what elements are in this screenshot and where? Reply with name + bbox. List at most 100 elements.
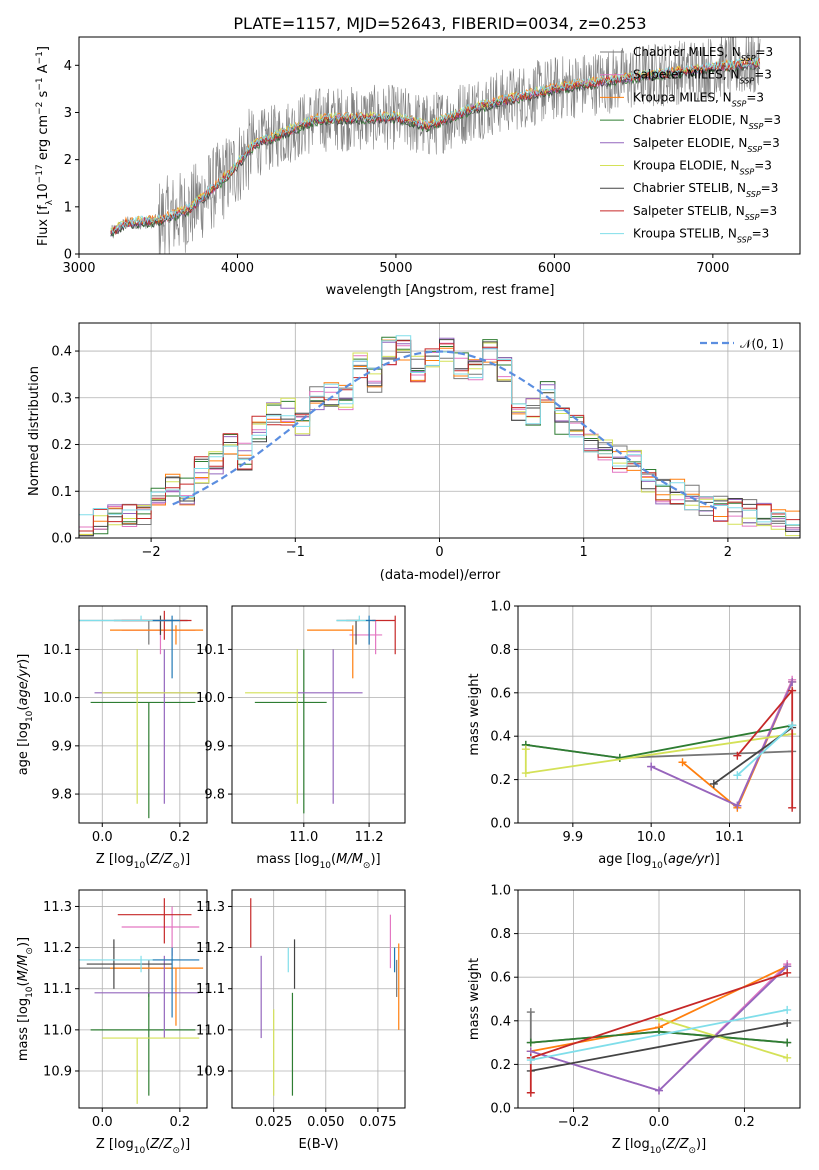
weight-age-marker [709, 779, 718, 788]
weight-z-ytick-label: 1.0 [490, 884, 511, 899]
weight-age-marker [733, 751, 742, 760]
spectrum-legend-label: Salpeter STELIB, NSSP=3 [633, 204, 777, 222]
residual-ytick-label: 0.2 [51, 438, 72, 453]
age-z-xtick-label: 0.2 [170, 830, 191, 845]
age-mass-xlabel: mass [log10(M/M⊙)] [256, 852, 380, 871]
spectrum-ytick-label: 0 [64, 248, 72, 263]
residual-hist-salpeter_stelib [79, 340, 800, 532]
weight-z-marker [526, 1038, 535, 1047]
mass-z-ytick-label: 11.0 [43, 1023, 72, 1038]
mass-z-frame [78, 889, 208, 1109]
spectrum-xtick-label: 6000 [538, 261, 571, 276]
age-mass-frame [231, 605, 406, 824]
mass-z-ytick-label: 11.1 [43, 982, 72, 997]
residual-hist-kroupa_elodie [79, 342, 800, 537]
weight-z-xtick-label: 0.2 [734, 1115, 755, 1130]
weight-age-ytick-label: 0.4 [490, 730, 511, 745]
mass-z-ylabel: mass [log10(M/M⊙)] [16, 937, 35, 1061]
weight-z-marker [526, 1088, 535, 1097]
age-z-ytick-label: 10.0 [43, 691, 72, 706]
weight-age-marker [678, 758, 687, 767]
plot-area [526, 960, 792, 1097]
mass-z-xtick-label: 0.2 [170, 1115, 191, 1130]
spectrum-xtick-label: 4000 [221, 261, 254, 276]
mass-ebv-xtick-label: 0.075 [359, 1115, 396, 1130]
age-z-xlabel: Z [log10(Z/Z⊙)] [96, 852, 190, 871]
mass-ebv-frame [231, 889, 406, 1109]
mass-ebv-xlabel: E(B-V) [298, 1137, 338, 1152]
spectrum-legend-label: Chabrier MILES, NSSP=3 [633, 45, 773, 63]
weight-z-ylabel: mass weight [467, 958, 482, 1040]
weight-age-marker [733, 771, 742, 780]
age-z-ylabel: age [log10(age/yr)] [16, 654, 35, 776]
spectrum-ytick-label: 1 [64, 200, 72, 215]
weight-z-frame [517, 889, 801, 1109]
mass-z-ytick-label: 10.9 [43, 1064, 72, 1079]
mass-ebv-ytick-label: 11.2 [196, 941, 225, 956]
plot-area [79, 610, 204, 819]
weight-z-xlabel: Z [log10(Z/Z⊙)] [612, 1137, 706, 1156]
residual-frame [78, 322, 801, 539]
mass-ebv-ytick-label: 11.1 [196, 982, 225, 997]
age-z-ytick-label: 9.9 [51, 739, 72, 754]
mass-ebv-ytick-label: 10.9 [196, 1064, 225, 1079]
spectrum-ytick-label: 3 [64, 106, 72, 121]
age-mass-ytick-label: 10.0 [196, 691, 225, 706]
spectrum-xlabel: wavelength [Angstrom, rest frame] [326, 283, 555, 298]
mass-z-ytick-label: 11.3 [43, 900, 72, 915]
weight-age-ytick-label: 0.2 [490, 773, 511, 788]
plot-area [79, 898, 204, 1104]
weight-age-marker [788, 686, 797, 695]
spectrum-legend-label: Salpeter ELODIE, NSSP=3 [633, 136, 780, 154]
weight-age-marker [647, 762, 656, 771]
age-mass-ytick-label: 10.1 [196, 643, 225, 658]
age-z-xtick-label: 0.0 [92, 830, 113, 845]
weight-z-marker [783, 1053, 792, 1062]
plot-area [245, 615, 396, 814]
spectrum-frame [78, 36, 801, 255]
weight-z-ytick-label: 0.6 [490, 971, 511, 986]
spectrum-model-kroupa_stelib [110, 57, 761, 234]
age-z-ytick-label: 9.8 [51, 788, 72, 803]
weight-z-marker [783, 1038, 792, 1047]
spectrum-ylabel: Flux [fλ10−17 erg cm−2 s−1 A−1] [35, 46, 55, 246]
residual-xtick-label: −2 [142, 545, 161, 560]
age-mass-xtick-label: 11.2 [355, 830, 384, 845]
spectrum-ytick-label: 2 [64, 153, 72, 168]
weight-age-marker [521, 769, 530, 778]
residual-ytick-label: 0.0 [51, 532, 72, 547]
age-z-frame [78, 605, 208, 824]
weight-age-xtick-label: 10.0 [637, 830, 666, 845]
mass-ebv-ytick-label: 11.3 [196, 900, 225, 915]
residual-ytick-label: 0.3 [51, 391, 72, 406]
residual-normal-curve [172, 350, 719, 511]
weight-age-marker [615, 753, 624, 762]
weight-z-marker [526, 1056, 535, 1065]
weight-age-marker [788, 803, 797, 812]
weight-z-xtick-label: −0.2 [558, 1115, 590, 1130]
plot-area [250, 898, 400, 1096]
spectrum-model-salpeter_stelib [110, 59, 761, 236]
spectrum-xtick-label: 7000 [696, 261, 729, 276]
weight-age-ytick-label: 0.8 [490, 643, 511, 658]
residual-ylabel: Normed distribution [27, 366, 42, 496]
weight-age-marker [788, 721, 797, 730]
residual-legend-label: 𝒩(0, 1) [740, 337, 784, 351]
weight-age-marker [788, 677, 797, 686]
residual-xtick-label: 0 [435, 545, 443, 560]
spectrum-legend-label: Kroupa MILES, NSSP=3 [633, 90, 764, 108]
weight-age-xlabel: age [log10(age/yr)] [598, 852, 720, 871]
weight-age-xtick-label: 9.9 [562, 830, 583, 845]
age-mass-xtick-label: 11.0 [289, 830, 318, 845]
residual-xtick-label: 2 [724, 545, 732, 560]
weight-age-marker [521, 745, 530, 754]
age-z-ytick-label: 10.1 [43, 643, 72, 658]
mass-ebv-xtick-label: 0.050 [307, 1115, 344, 1130]
residual-xtick-label: 1 [580, 545, 588, 560]
mass-ebv-xtick-label: 0.025 [255, 1115, 292, 1130]
mass-z-xtick-label: 0.0 [92, 1115, 113, 1130]
plot-layer: 3000 4000 5000 6000 7000 0 1 2 3 4 wavelength [Ang… [16, 36, 801, 1156]
weight-age-ytick-label: 0.6 [490, 686, 511, 701]
